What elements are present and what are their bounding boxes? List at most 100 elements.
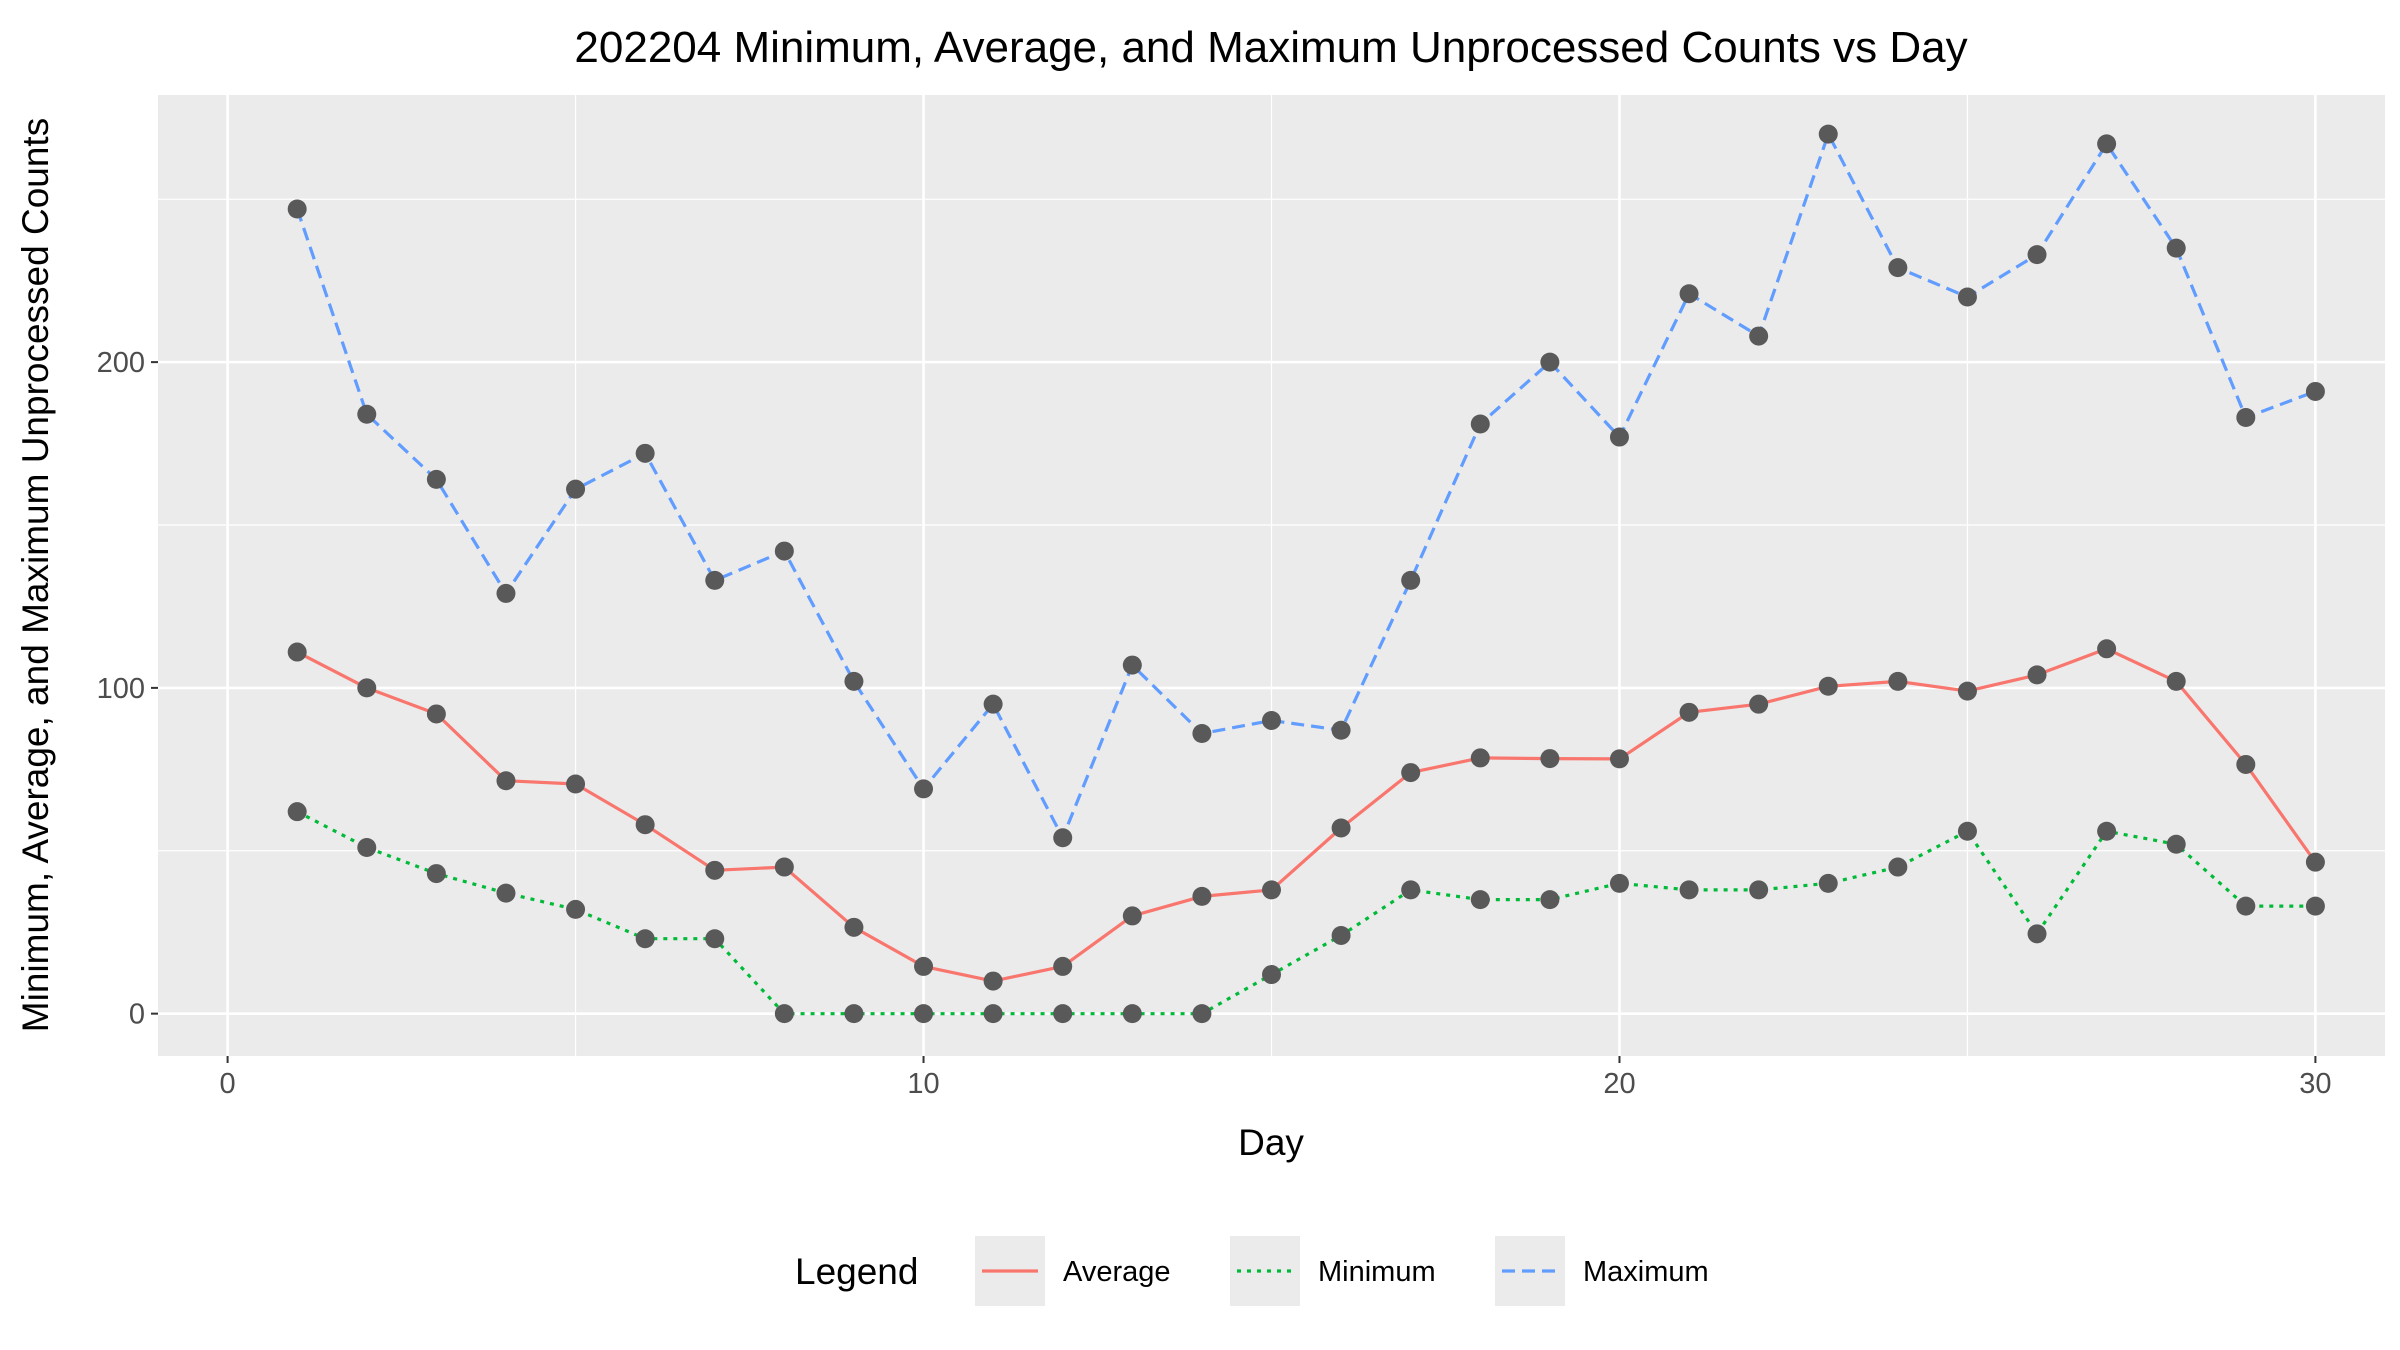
legend-label-average: Average: [1063, 1256, 1171, 1288]
data-point-maximum: [914, 779, 934, 799]
series-line-minimum: [296, 810, 2316, 1016]
data-point-average: [1609, 749, 1629, 769]
data-point-maximum: [1122, 655, 1142, 675]
data-point-minimum: [1262, 965, 1281, 985]
series-lines: [295, 132, 2317, 1016]
data-point-average: [1122, 906, 1142, 926]
data-point-average: [1957, 681, 1977, 701]
data-point-maximum: [1262, 710, 1281, 730]
x-axis-title: Day: [1238, 1122, 1304, 1163]
data-point-minimum: [1957, 821, 1977, 841]
data-point-average: [774, 857, 794, 877]
data-point-average: [357, 678, 377, 698]
chart-title: 202204 Minimum, Average, and Maximum Unp…: [574, 23, 1967, 72]
data-point-average: [426, 704, 446, 724]
data-point-average: [496, 771, 516, 791]
data-point-average: [1262, 880, 1281, 900]
data-point-maximum: [1818, 124, 1838, 144]
data-point-minimum: [774, 1004, 794, 1024]
data-point-maximum: [705, 570, 725, 590]
data-point-average: [1818, 676, 1838, 696]
data-point-minimum: [287, 802, 307, 822]
data-point-minimum: [2097, 821, 2117, 841]
data-point-maximum: [566, 479, 586, 499]
data-point-minimum: [844, 1004, 864, 1024]
grid-minor: [158, 95, 2385, 1056]
series-line-average: [296, 647, 2317, 983]
x-tick-label: 20: [1603, 1068, 1635, 1100]
data-point-maximum: [1401, 570, 1421, 590]
data-point-average: [1749, 694, 1769, 714]
data-point-maximum: [287, 199, 307, 219]
data-point-average: [983, 971, 1003, 991]
x-tick-label: 30: [2299, 1068, 2331, 1100]
data-point-minimum: [1540, 890, 1560, 910]
data-point-average: [1679, 702, 1699, 722]
data-point-maximum: [1957, 287, 1977, 307]
grid-major: [158, 95, 2385, 1056]
data-point-minimum: [2236, 896, 2256, 916]
y-tick-label: 200: [97, 347, 145, 379]
data-point-maximum: [2097, 134, 2117, 154]
data-point-average: [1540, 749, 1560, 769]
data-point-average: [2236, 754, 2256, 774]
data-point-maximum: [1331, 720, 1351, 740]
x-tick-labels: 0 10 20 30: [220, 1068, 2332, 1100]
data-point-maximum: [426, 469, 446, 489]
data-point-minimum: [357, 838, 377, 858]
data-point-minimum: [1470, 890, 1490, 910]
data-point-maximum: [1609, 427, 1629, 447]
data-point-minimum: [2166, 834, 2186, 854]
data-point-maximum: [844, 671, 864, 691]
data-point-maximum: [1540, 352, 1560, 372]
data-point-average: [1470, 748, 1490, 768]
data-point-maximum: [1888, 258, 1908, 278]
data-point-average: [287, 642, 307, 662]
data-point-minimum: [1818, 873, 1838, 893]
legend-label-minimum: Minimum: [1318, 1256, 1436, 1288]
data-point-maximum: [774, 541, 794, 561]
data-point-average: [2097, 639, 2117, 659]
x-tick-label: 0: [220, 1068, 236, 1100]
data-point-minimum: [1888, 857, 1908, 877]
data-point-minimum: [1192, 1004, 1212, 1024]
data-point-average: [2027, 665, 2047, 685]
data-point-maximum: [2236, 408, 2256, 428]
series-points: [287, 124, 2325, 1024]
data-point-average: [635, 815, 655, 835]
data-point-maximum: [496, 583, 516, 603]
data-point-maximum: [2305, 381, 2325, 401]
data-point-minimum: [983, 1004, 1003, 1024]
legend-title: Legend: [795, 1251, 918, 1292]
y-tick-label: 100: [97, 673, 145, 705]
y-tick-labels: 0 100 200: [97, 347, 145, 1031]
data-point-average: [566, 774, 586, 794]
data-point-minimum: [705, 929, 725, 949]
data-point-minimum: [914, 1004, 934, 1024]
axis-ticks: [151, 361, 2317, 1063]
data-point-maximum: [1679, 284, 1699, 304]
data-point-maximum: [1749, 326, 1769, 346]
data-point-average: [844, 917, 864, 937]
data-point-maximum: [2027, 245, 2047, 265]
data-point-average: [1401, 763, 1421, 783]
data-point-minimum: [2305, 896, 2325, 916]
data-point-average: [2166, 671, 2186, 691]
data-point-average: [2305, 852, 2325, 872]
data-point-average: [1888, 671, 1908, 691]
legend-label-maximum: Maximum: [1583, 1256, 1709, 1288]
data-point-minimum: [1679, 880, 1699, 900]
data-point-average: [1053, 956, 1073, 976]
y-axis-title: Minimum, Average, and Maximum Unprocesse…: [15, 118, 56, 1032]
data-point-maximum: [2166, 238, 2186, 258]
data-point-average: [914, 956, 934, 976]
data-point-minimum: [1053, 1004, 1073, 1024]
data-point-minimum: [635, 929, 655, 949]
data-point-minimum: [566, 899, 586, 919]
legend: Legend Average Minimum Maximum: [795, 1236, 1709, 1306]
data-point-minimum: [1609, 873, 1629, 893]
data-point-maximum: [1470, 414, 1490, 434]
data-point-average: [1331, 818, 1351, 838]
data-point-minimum: [1401, 880, 1421, 900]
